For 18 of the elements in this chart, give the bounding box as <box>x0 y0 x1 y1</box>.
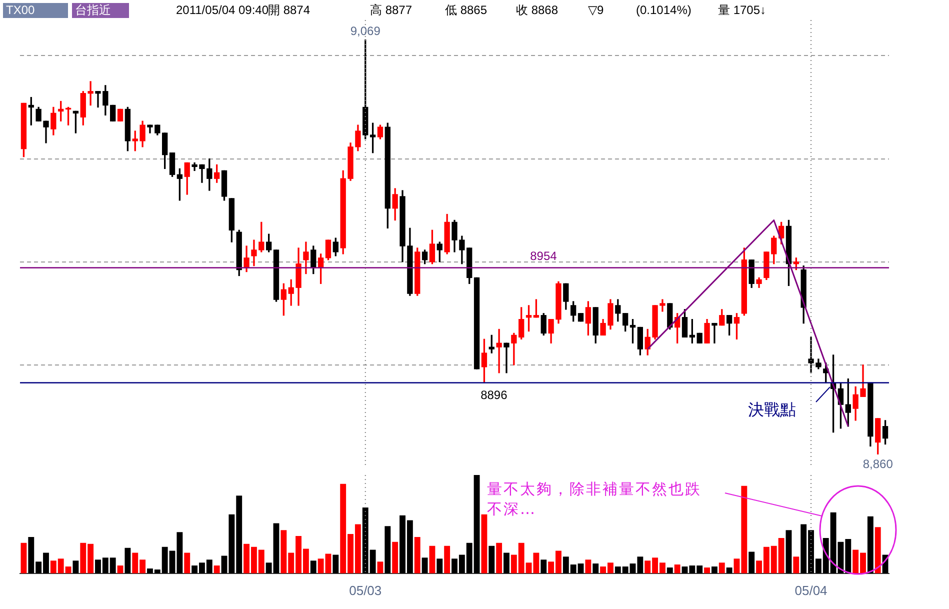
text: 開 8874 <box>268 3 310 18</box>
text: 高 8877 <box>370 3 412 18</box>
text: 台指近 <box>72 3 129 18</box>
x-tick-label: 05/03 <box>349 582 382 598</box>
text: ▽9 <box>588 3 604 18</box>
ref-line-label: 8954 <box>530 248 558 263</box>
annotation: 決戰點 <box>748 400 796 420</box>
ref-line-label: 8896 <box>480 388 508 402</box>
annotation: 量不太夠，除非補量不然也跌不深… <box>487 479 702 519</box>
text: 量 1705↓ <box>718 3 766 18</box>
annotation: 8,860 <box>862 457 894 472</box>
text: 2011/05/04 09:40 <box>176 3 269 18</box>
text: TX00 <box>3 3 68 18</box>
x-tick-label: 05/04 <box>794 582 828 598</box>
annotation: 9,069 <box>350 24 381 38</box>
text: (0.1014%) <box>636 3 692 18</box>
text: 低 8865 <box>445 3 488 18</box>
text: 收 8868 <box>516 3 558 18</box>
